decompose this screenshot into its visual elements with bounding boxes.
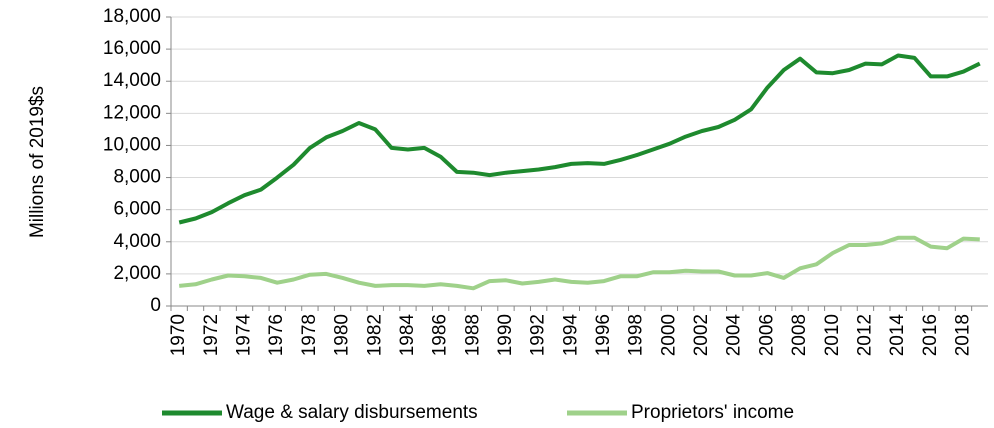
y-tick-label: 0 <box>150 295 161 316</box>
x-tick-label: 2010 <box>822 314 843 356</box>
x-tick-label: 1978 <box>299 314 320 356</box>
x-tick-label: 1976 <box>266 314 287 356</box>
x-tick-label: 1992 <box>528 314 549 356</box>
x-tick-label: 2018 <box>953 314 974 356</box>
legend-label: Wage & salary disbursements <box>226 402 478 423</box>
x-tick-label: 2000 <box>658 314 679 356</box>
x-tick-label: 1986 <box>430 314 451 356</box>
y-tick-label: 10,000 <box>103 134 161 155</box>
x-tick-label: 1982 <box>364 314 385 356</box>
series-line <box>179 235 980 291</box>
y-tick-label: 4,000 <box>113 231 161 252</box>
x-tick-label: 1994 <box>560 314 581 357</box>
x-tick-label: 2014 <box>887 314 908 357</box>
y-tick-label: 14,000 <box>103 70 161 91</box>
legend-label: Proprietors' income <box>631 402 794 423</box>
y-tick-label: 6,000 <box>113 199 161 220</box>
x-tick-label: 2016 <box>920 314 941 356</box>
y-tick-label: 2,000 <box>113 263 161 284</box>
x-tick-label: 1970 <box>168 314 189 356</box>
y-tick-label: 12,000 <box>103 102 161 123</box>
x-tick-label: 1998 <box>626 314 647 356</box>
x-tick-label: 1980 <box>332 314 353 356</box>
x-tick-label: 2008 <box>789 314 810 356</box>
x-tick-label: 1972 <box>201 314 222 356</box>
x-tick-label: 1990 <box>495 314 516 356</box>
x-tick-label: 2012 <box>854 314 875 356</box>
x-tick-label: 2006 <box>756 314 777 356</box>
x-tick-label: 1974 <box>234 314 255 357</box>
y-axis-title: Millions of 2019$s <box>27 86 48 238</box>
x-tick-label: 2004 <box>724 314 745 357</box>
x-tick-label: 1988 <box>462 314 483 356</box>
x-tick-label: 2002 <box>691 314 712 356</box>
x-tick-label: 1984 <box>397 314 418 357</box>
y-tick-label: 16,000 <box>103 38 161 59</box>
y-tick-label: 8,000 <box>113 167 161 188</box>
y-tick-label: 18,000 <box>103 6 161 27</box>
series-line <box>178 53 981 225</box>
x-tick-label: 1996 <box>593 314 614 356</box>
